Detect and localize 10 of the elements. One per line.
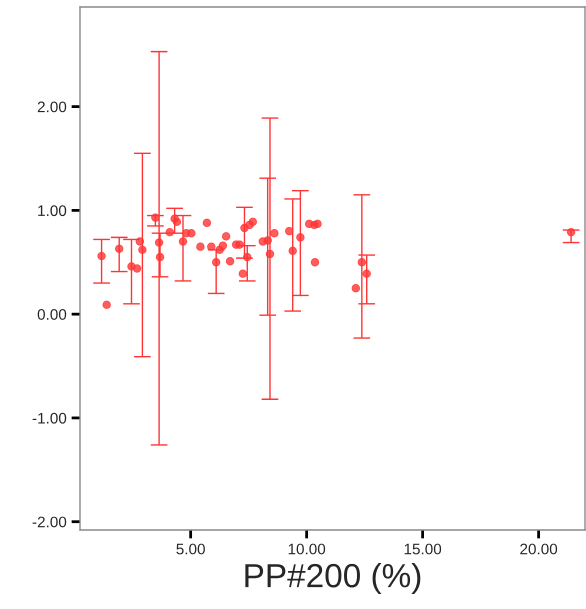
y-tick-label: 1.00 (38, 205, 66, 216)
x-tick-label: 15.00 (404, 544, 442, 554)
x-tick-label: 20.00 (520, 544, 558, 554)
y-tick-label: 2.00 (38, 101, 66, 112)
y-tick-label: 0.00 (38, 309, 66, 320)
y-tick-label: -2.00 (32, 516, 66, 528)
y-tick-label: -1.00 (32, 412, 66, 424)
x-axis-title: PP#200 (%) (245, 562, 420, 594)
x-tick-label: 10.00 (288, 544, 326, 554)
x-tick-label: 5.00 (176, 544, 205, 554)
